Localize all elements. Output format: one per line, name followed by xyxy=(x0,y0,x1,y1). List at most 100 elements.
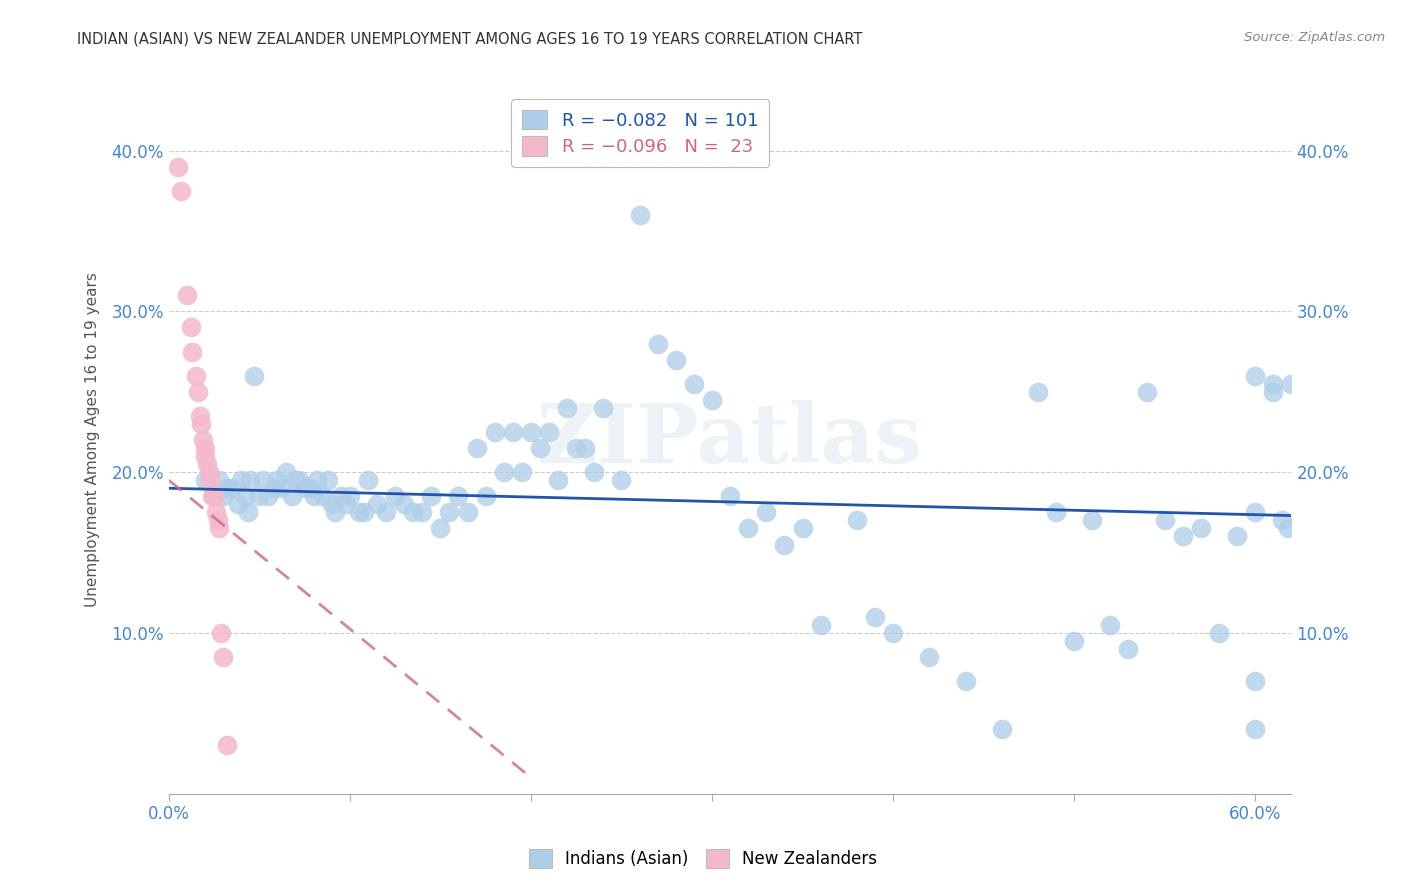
Y-axis label: Unemployment Among Ages 16 to 19 years: Unemployment Among Ages 16 to 19 years xyxy=(86,273,100,607)
Point xyxy=(845,513,868,527)
Legend: Indians (Asian), New Zealanders: Indians (Asian), New Zealanders xyxy=(522,843,884,875)
Point xyxy=(465,441,488,455)
Point xyxy=(200,473,222,487)
Point xyxy=(1081,513,1104,527)
Point xyxy=(882,626,904,640)
Point xyxy=(1244,723,1267,737)
Point xyxy=(366,497,388,511)
Legend: R = −0.082   N = 101, R = −0.096   N =  23: R = −0.082 N = 101, R = −0.096 N = 23 xyxy=(512,99,769,167)
Point xyxy=(1208,626,1230,640)
Point xyxy=(792,521,814,535)
Point xyxy=(502,425,524,439)
Point xyxy=(492,465,515,479)
Point xyxy=(1277,521,1299,535)
Point xyxy=(208,473,231,487)
Point xyxy=(1226,529,1249,543)
Point xyxy=(197,465,219,479)
Point xyxy=(718,489,741,503)
Point xyxy=(276,465,298,479)
Point xyxy=(325,505,347,519)
Point xyxy=(316,473,339,487)
Point xyxy=(1045,505,1067,519)
Point xyxy=(1171,529,1194,543)
Point xyxy=(238,505,260,519)
Point xyxy=(294,481,316,495)
Text: ZIPatlas: ZIPatlas xyxy=(537,400,922,480)
Point xyxy=(1281,376,1303,391)
Point xyxy=(205,505,228,519)
Point xyxy=(239,473,262,487)
Point xyxy=(402,505,425,519)
Point xyxy=(284,473,307,487)
Point xyxy=(215,481,238,495)
Point xyxy=(176,288,198,302)
Point xyxy=(665,352,688,367)
Point xyxy=(1263,384,1285,399)
Point xyxy=(202,489,225,503)
Point xyxy=(700,392,723,407)
Point xyxy=(384,489,406,503)
Point xyxy=(208,521,231,535)
Point xyxy=(439,505,461,519)
Point xyxy=(537,425,560,439)
Point xyxy=(510,465,533,479)
Point xyxy=(266,473,288,487)
Point xyxy=(1244,505,1267,519)
Point xyxy=(307,473,329,487)
Point xyxy=(233,489,256,503)
Point xyxy=(1189,521,1212,535)
Point xyxy=(212,650,235,665)
Point xyxy=(170,184,193,198)
Point xyxy=(1026,384,1049,399)
Point xyxy=(347,505,370,519)
Point xyxy=(212,489,235,503)
Point xyxy=(1244,368,1267,383)
Point xyxy=(288,473,311,487)
Point xyxy=(1118,642,1140,657)
Point xyxy=(298,481,321,495)
Point xyxy=(773,537,796,551)
Point xyxy=(647,336,669,351)
Point xyxy=(1263,376,1285,391)
Point xyxy=(194,473,217,487)
Point xyxy=(184,368,207,383)
Point xyxy=(1063,634,1085,648)
Point xyxy=(583,465,606,479)
Point xyxy=(955,674,977,689)
Point xyxy=(918,650,941,665)
Point xyxy=(628,208,651,222)
Point xyxy=(683,376,706,391)
Point xyxy=(1244,674,1267,689)
Point xyxy=(202,489,225,503)
Point xyxy=(257,489,280,503)
Point xyxy=(181,344,204,359)
Point xyxy=(610,473,633,487)
Point xyxy=(520,425,543,439)
Point xyxy=(592,401,614,415)
Point xyxy=(281,489,304,503)
Point xyxy=(447,489,470,503)
Point xyxy=(574,441,596,455)
Text: Source: ZipAtlas.com: Source: ZipAtlas.com xyxy=(1244,31,1385,45)
Point xyxy=(321,497,343,511)
Point xyxy=(195,457,218,471)
Point xyxy=(810,618,832,632)
Point xyxy=(429,521,451,535)
Point xyxy=(270,481,292,495)
Point xyxy=(252,473,274,487)
Point xyxy=(375,505,398,519)
Point xyxy=(1271,513,1294,527)
Point xyxy=(194,441,217,455)
Point xyxy=(215,739,238,753)
Point xyxy=(484,425,506,439)
Point xyxy=(529,441,551,455)
Point xyxy=(187,384,209,399)
Point xyxy=(312,489,335,503)
Point xyxy=(329,489,352,503)
Point xyxy=(247,489,270,503)
Point xyxy=(166,160,188,174)
Point xyxy=(353,505,375,519)
Point xyxy=(188,409,211,423)
Point xyxy=(990,723,1012,737)
Point xyxy=(190,417,212,431)
